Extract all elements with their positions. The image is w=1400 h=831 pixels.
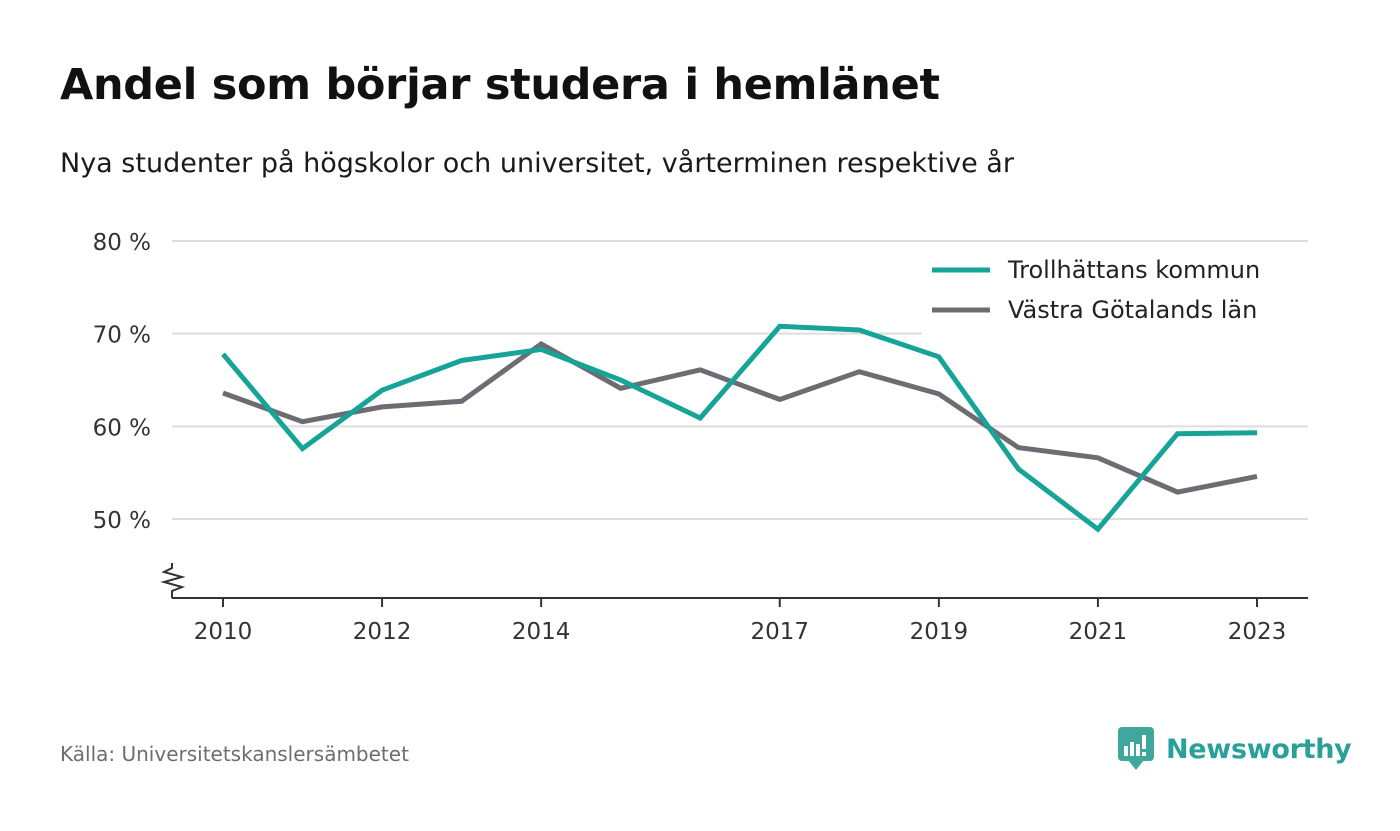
brand-name: Newsworthy [1166, 733, 1352, 765]
x-tick-label: 2010 [194, 619, 253, 645]
newsworthy-logo-icon [1118, 727, 1154, 770]
x-tick-label: 2014 [512, 619, 571, 645]
x-tick-label: 2019 [910, 619, 969, 645]
x-tick-label: 2023 [1228, 619, 1287, 645]
y-tick-label: 70 % [93, 323, 151, 349]
y-tick-label: 60 % [93, 415, 151, 441]
y-axis-ticks: 80 % 70 % 60 % 50 % [93, 230, 151, 534]
series-line-vastra-gotaland [222, 340, 1258, 495]
legend-label-trollhattan: Trollhättans kommun [1007, 256, 1260, 284]
x-tick-label: 2012 [353, 619, 412, 645]
legend: Trollhättans kommun Västra Götalands län [922, 250, 1308, 336]
chart-subtitle: Nya studenter på högskolor och universit… [60, 148, 1014, 179]
x-axis [160, 563, 1308, 599]
legend-background [922, 250, 1308, 336]
chart-title: Andel som börjar studera i hemlänet [60, 60, 940, 110]
series-lines [221, 323, 1258, 533]
series-line-trollhattan [221, 323, 1258, 533]
legend-label-vastra-gotaland: Västra Götalands län [1008, 296, 1257, 324]
x-axis-ticks: 2010 2012 2014 2017 2019 2021 2023 [194, 598, 1287, 645]
x-tick-label: 2017 [750, 619, 809, 645]
y-tick-label: 50 % [93, 508, 151, 534]
axis-break-icon [160, 563, 186, 598]
y-tick-label: 80 % [93, 230, 151, 256]
x-tick-label: 2021 [1069, 619, 1128, 645]
source-note: Källa: Universitetskanslersämbetet [60, 742, 409, 766]
brand-logo[interactable]: Newsworthy [1118, 727, 1352, 771]
